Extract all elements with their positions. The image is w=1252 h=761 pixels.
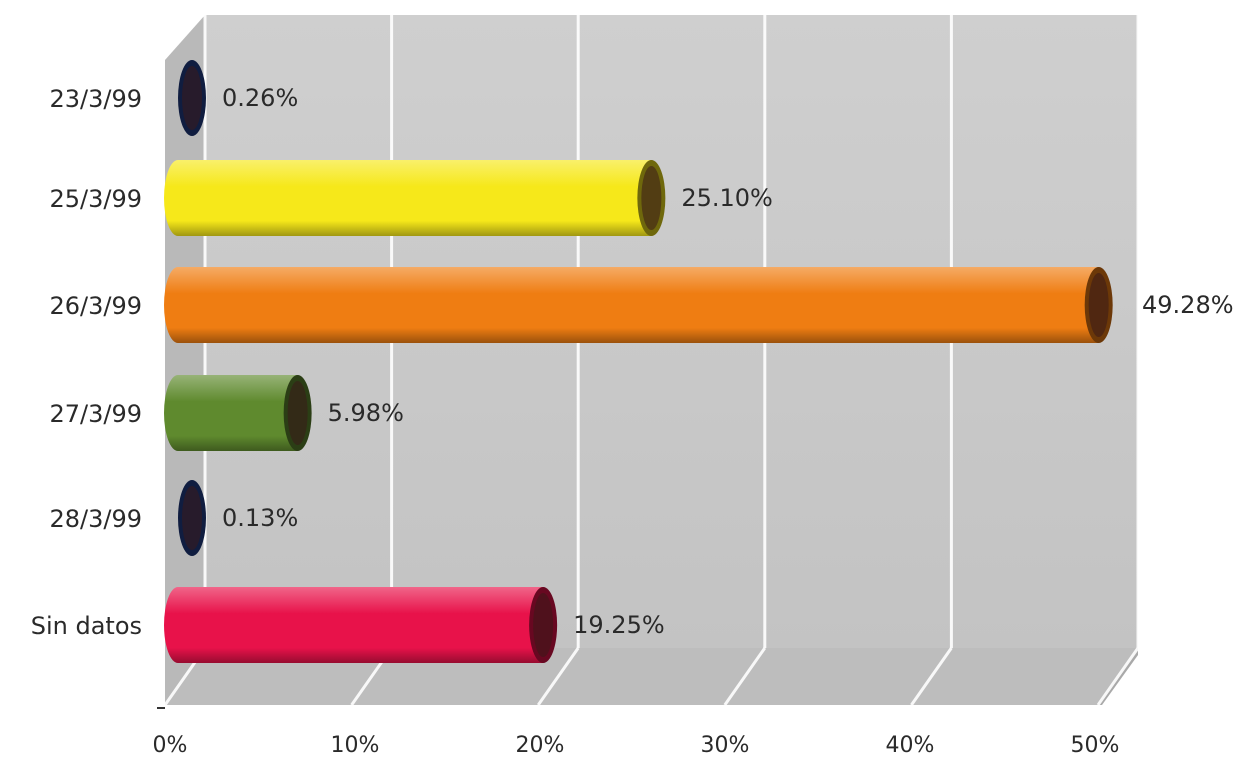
bar-end-cap-shade <box>1088 273 1109 337</box>
bar-end-cap-shade <box>641 166 662 230</box>
value-label: 0.13% <box>222 504 298 532</box>
x-tick-label: 50% <box>1071 733 1120 758</box>
x-axis-ticks: 0% 10% 20% 30% 40% 50% <box>153 733 1120 758</box>
gridline-floor <box>536 647 580 706</box>
value-label: 5.98% <box>328 399 404 427</box>
category-label: 28/3/99 <box>49 505 142 533</box>
category-label: 26/3/99 <box>49 292 142 320</box>
x-tick-label: 10% <box>331 733 380 758</box>
bar-body <box>164 267 1099 343</box>
bar <box>178 480 206 556</box>
bar-end-cap-shade <box>287 381 308 445</box>
bar-body <box>164 587 544 663</box>
x-tick-label: 0% <box>153 733 188 758</box>
category-label: 25/3/99 <box>49 185 142 213</box>
bar-end-cap-shade <box>182 66 202 130</box>
bar <box>178 60 206 136</box>
category-label: 27/3/99 <box>49 400 142 428</box>
gridline-floor <box>723 647 767 706</box>
bar <box>164 587 558 663</box>
bar-end-cap-shade <box>182 486 202 550</box>
value-label: 25.10% <box>681 184 773 212</box>
bar-body <box>164 375 298 451</box>
gridline-floor <box>910 647 953 706</box>
bar <box>164 160 666 236</box>
x-tick-label: 30% <box>701 733 750 758</box>
x-tick-label: 40% <box>886 733 935 758</box>
value-label: 49.28% <box>1142 291 1234 319</box>
bar <box>164 267 1113 343</box>
bars <box>164 60 1113 663</box>
value-labels: 0.26% 25.10% 49.28% 5.98% 0.13% 19.25% <box>222 84 1234 639</box>
bar <box>164 375 312 451</box>
category-label: Sin datos <box>31 612 142 640</box>
category-labels: 23/3/99 25/3/99 26/3/99 27/3/99 28/3/99 Sin d… <box>31 85 142 640</box>
bar-body <box>164 160 652 236</box>
gridline-floor <box>1096 647 1140 706</box>
x-tick-label: 20% <box>516 733 565 758</box>
value-label: 19.25% <box>573 611 665 639</box>
bar-end-cap-shade <box>533 593 554 657</box>
category-label: 23/3/99 <box>49 85 142 113</box>
value-label: 0.26% <box>222 84 298 112</box>
